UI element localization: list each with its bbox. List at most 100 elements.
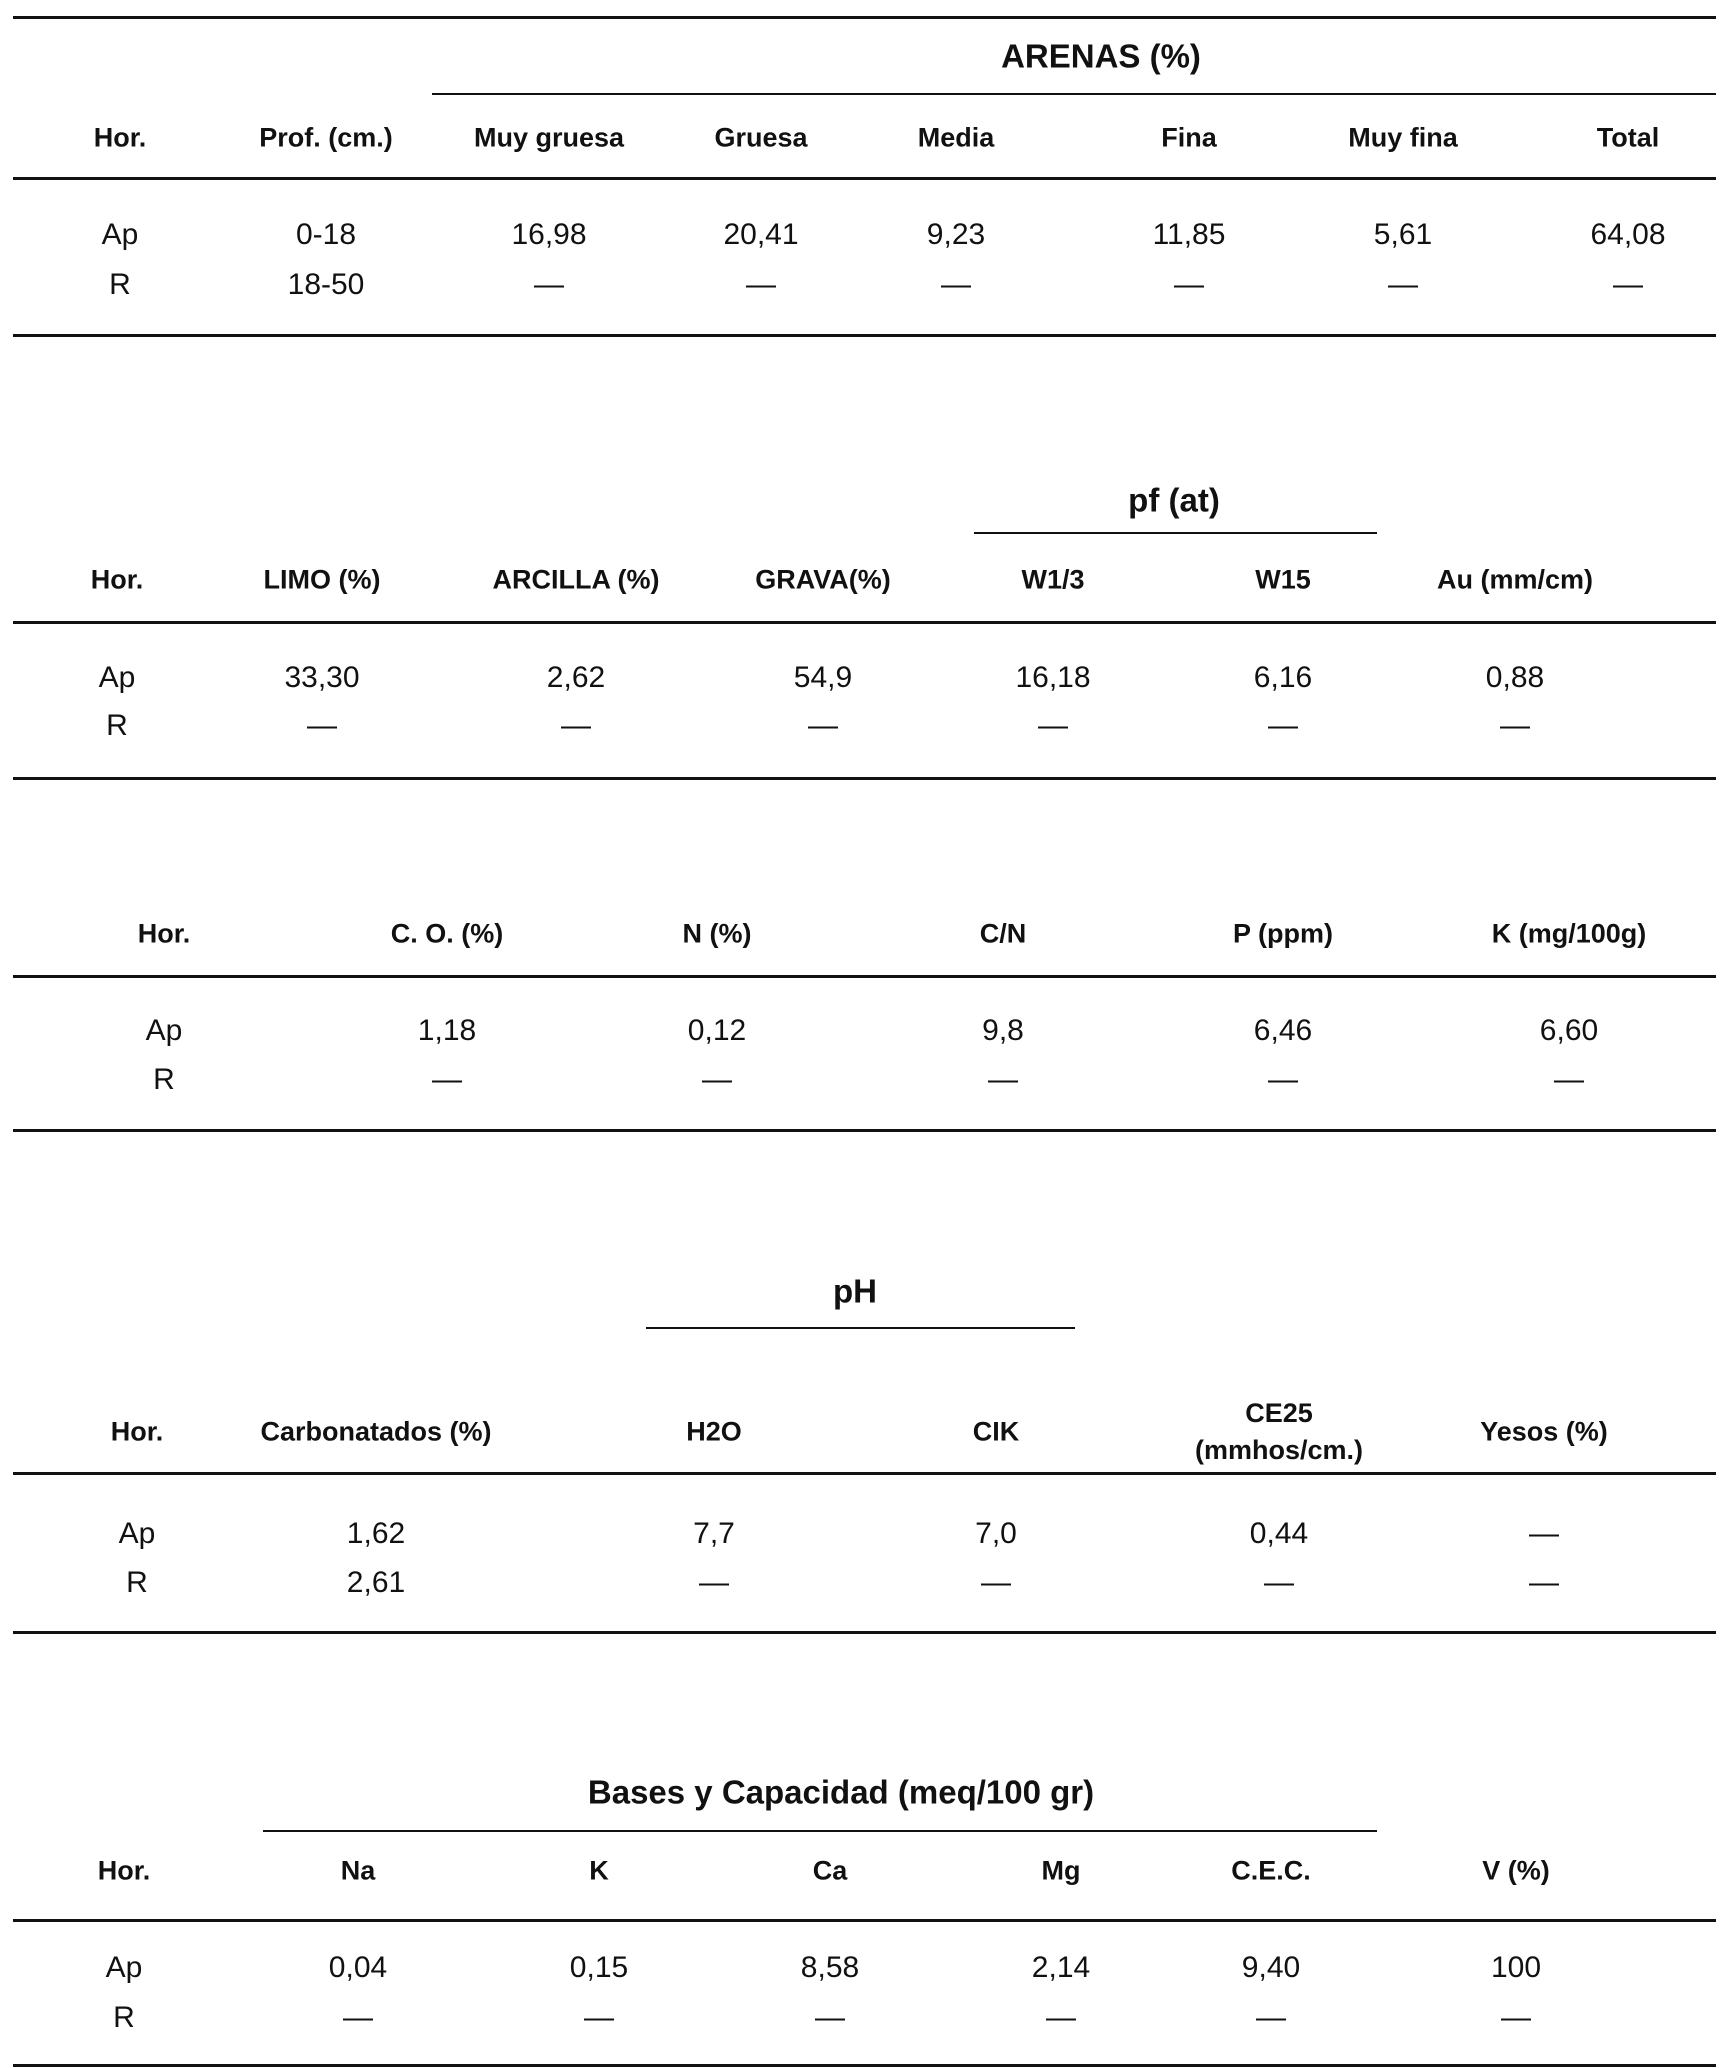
cell-grava: — (808, 709, 838, 742)
cell-ph-cik: 7,0 (975, 1517, 1017, 1550)
cell-w15: 6,16 (1253, 661, 1313, 694)
column-header-ca: Ca (812, 1855, 848, 1886)
cell-gruesa: — (746, 268, 776, 301)
column-header-hor: Hor. (137, 918, 191, 949)
cell-au: 0,88 (1485, 661, 1545, 694)
table-group-title: ARENAS (%) (1001, 37, 1201, 75)
column-header-na: Na (340, 1855, 376, 1886)
cell-k: 6,60 (1539, 1014, 1599, 1047)
column-header-total: Total (1596, 122, 1660, 153)
column-header-arcilla: ARCILLA (%) (492, 564, 660, 595)
cell-media: — (941, 268, 971, 301)
column-header-grava: GRAVA(%) (755, 564, 891, 595)
cell-v: 100 (1490, 1951, 1542, 1984)
cell-n: 0,12 (687, 1014, 747, 1047)
cell-n: — (702, 1063, 732, 1096)
column-header-hor: Hor. (93, 122, 147, 153)
table-top-rule (13, 16, 1716, 19)
header-rule (13, 1919, 1716, 1922)
cell-ca: 8,58 (800, 1951, 860, 1984)
column-header-au: Au (mm/cm) (1436, 564, 1594, 595)
column-header-hor: Hor. (90, 564, 144, 595)
group-title-underline (646, 1327, 1075, 1329)
cell-hor: R (113, 2001, 135, 2034)
column-header-carbonatados: Carbonatados (%) (260, 1416, 492, 1447)
cell-cn: — (988, 1063, 1018, 1096)
cell-limo: — (307, 709, 337, 742)
cell-arcilla: — (561, 709, 591, 742)
cell-prof: 0-18 (295, 218, 357, 251)
header-rule (13, 1472, 1716, 1475)
cell-yesos: — (1529, 1517, 1559, 1550)
column-header-co: C. O. (%) (390, 918, 504, 949)
table-group-title: pH (833, 1272, 877, 1310)
column-header-w15: W15 (1255, 564, 1311, 595)
cell-media: 9,23 (926, 218, 986, 251)
cell-hor: R (106, 709, 128, 742)
column-header-cn: C/N (979, 918, 1027, 949)
cell-w1-3: 16,18 (1015, 661, 1091, 694)
cell-hor: R (153, 1063, 175, 1096)
column-header-fina: Fina (1161, 122, 1217, 153)
cell-k: — (584, 2001, 614, 2034)
group-title-underline (974, 532, 1377, 534)
cell-ca: — (815, 2001, 845, 2034)
column-header-hor: Hor. (110, 1416, 164, 1447)
column-header-yesos: Yesos (%) (1480, 1416, 1608, 1447)
group-title-underline (263, 1830, 1377, 1832)
column-header-media: Media (917, 122, 995, 153)
table-group-title: Bases y Capacidad (meq/100 gr) (587, 1773, 1095, 1811)
cell-muy-fina: 5,61 (1373, 218, 1433, 251)
cell-mg: — (1046, 2001, 1076, 2034)
column-header-cec: C.E.C. (1231, 1855, 1311, 1886)
header-rule (13, 621, 1716, 624)
cell-fina: 11,85 (1152, 218, 1226, 251)
column-header-k: K (589, 1855, 609, 1886)
column-header-w1-3: W1/3 (1021, 564, 1085, 595)
cell-ph-h2o: 7,7 (693, 1517, 735, 1550)
table-bottom-rule (13, 334, 1716, 337)
column-header-n: N (%) (682, 918, 752, 949)
cell-carbonatados: 2,61 (346, 1566, 406, 1599)
table-bottom-rule (13, 2064, 1716, 2067)
cell-hor: Ap (98, 661, 136, 694)
column-header-k: K (mg/100g) (1491, 918, 1647, 949)
cell-ph-cik: — (981, 1566, 1011, 1599)
cell-muy-gruesa: — (534, 268, 564, 301)
column-header-limo: LIMO (%) (263, 564, 381, 595)
column-header-ce25: CE25 (mmhos/cm.) (1194, 1398, 1364, 1465)
cell-gruesa: 20,41 (723, 218, 799, 251)
table-bottom-rule (13, 777, 1716, 780)
cell-ce25: — (1264, 1566, 1294, 1599)
cell-k: — (1554, 1063, 1584, 1096)
cell-w1-3: — (1038, 709, 1068, 742)
column-header-p: P (ppm) (1233, 918, 1333, 949)
cell-hor: Ap (145, 1014, 183, 1047)
cell-co: — (432, 1063, 462, 1096)
column-header-v: V (%) (1482, 1855, 1550, 1886)
cell-muy-gruesa: 16,98 (511, 218, 587, 251)
cell-v: — (1501, 2001, 1531, 2034)
column-header-prof: Prof. (cm.) (259, 122, 393, 153)
column-header-mg: Mg (1041, 1855, 1081, 1886)
column-header-gruesa: Gruesa (714, 122, 808, 153)
cell-limo: 33,30 (284, 661, 360, 694)
cell-mg: 2,14 (1031, 1951, 1091, 1984)
table-bottom-rule (13, 1129, 1716, 1132)
cell-yesos: — (1529, 1566, 1559, 1599)
cell-au: — (1500, 709, 1530, 742)
cell-ph-h2o: — (699, 1566, 729, 1599)
cell-hor: Ap (105, 1951, 143, 1984)
cell-total: — (1613, 268, 1643, 301)
column-header-hor: Hor. (97, 1855, 151, 1886)
cell-ce25: 0,44 (1249, 1517, 1309, 1550)
column-header-muy-fina: Muy fina (1348, 122, 1458, 153)
table-bottom-rule (13, 1631, 1716, 1634)
cell-hor: R (126, 1566, 148, 1599)
table-group-title: pf (at) (1128, 481, 1220, 519)
cell-cn: 9,8 (982, 1014, 1024, 1047)
cell-hor: R (109, 268, 131, 301)
cell-p: 6,46 (1253, 1014, 1313, 1047)
cell-muy-fina: — (1388, 268, 1418, 301)
header-rule (13, 975, 1716, 978)
